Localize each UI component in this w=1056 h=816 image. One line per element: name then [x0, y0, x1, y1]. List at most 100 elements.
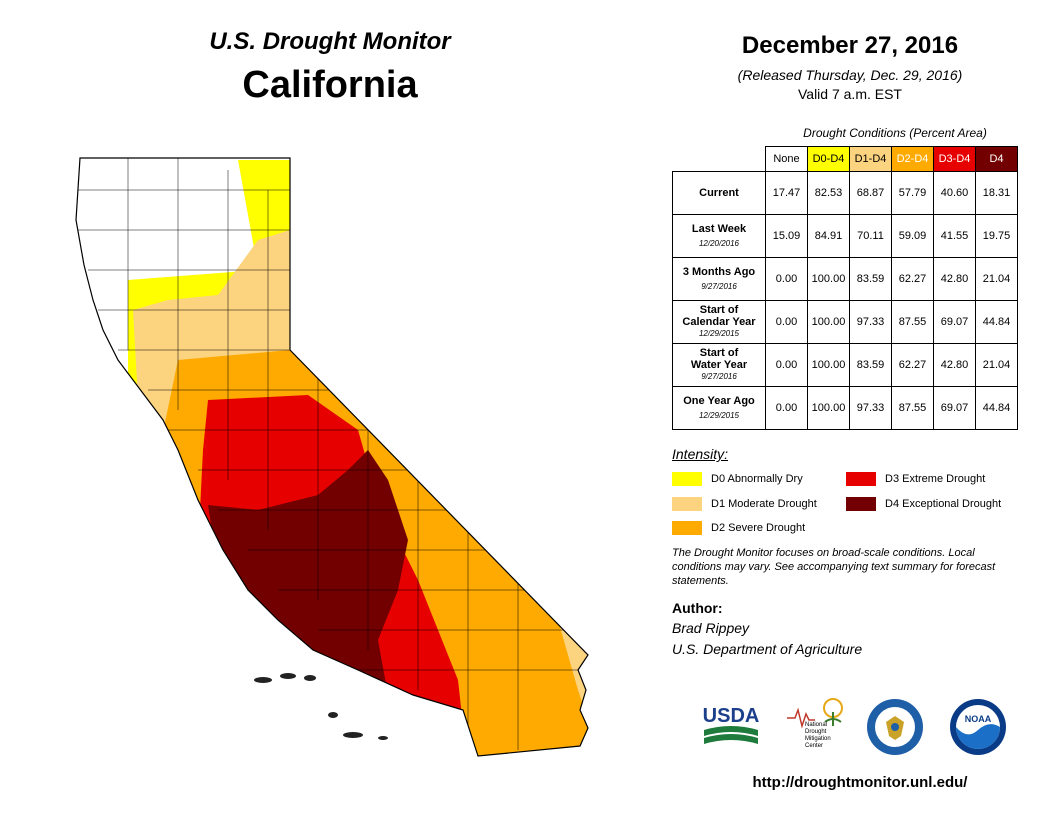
table-header-row: None D0-D4 D1-D4 D2-D4 D3-D4 D4 [673, 146, 1018, 172]
website-url[interactable]: http://droughtmonitor.unl.edu/ [752, 774, 968, 791]
usda-logo-text: USDA [703, 705, 760, 727]
author-heading: Author: [672, 600, 723, 616]
ndmc-line-4: Center [805, 743, 823, 749]
table-cell: 84.91 [807, 214, 850, 258]
row-date: 9/27/2016 [701, 372, 737, 381]
table-row: Start of Calendar Year 12/29/2015 0.00 100… [672, 300, 1018, 344]
drought-zones [76, 158, 588, 756]
author-name: Brad Rippey [672, 620, 750, 636]
legend-swatch [846, 472, 876, 486]
table-row: One Year Ago 12/29/2015 0.00 100.00 97.33… [672, 386, 1018, 430]
col-d2-d4: D2-D4 [891, 146, 934, 172]
valid-time: Valid 7 a.m. EST [797, 86, 902, 102]
table-cell: 97.33 [849, 386, 892, 430]
d4-zone [208, 450, 408, 695]
table-cell: 21.04 [975, 257, 1018, 301]
table-cell: 87.55 [891, 386, 934, 430]
ndmc-logo: National Drought Mitigation Center [787, 698, 843, 749]
disclaimer-note: The Drought Monitor focuses on broad-sca… [672, 547, 996, 587]
noaa-logo: NOAA [950, 699, 1006, 755]
table-cell: 19.75 [975, 214, 1018, 258]
row-title-2: Calendar Year [682, 316, 756, 328]
table-cell: 44.84 [975, 300, 1018, 344]
author-organization: U.S. Department of Agriculture [672, 641, 863, 657]
legend-item-d3: D3 Extreme Drought [846, 472, 985, 486]
table-cell: 97.33 [849, 300, 892, 344]
legend-label: D1 Moderate Drought [711, 498, 817, 510]
legend-swatch [846, 497, 876, 511]
table-cell: 70.11 [849, 214, 892, 258]
col-none: None [765, 146, 808, 172]
drought-map [75, 157, 589, 757]
monitor-title: U.S. Drought Monitor [209, 28, 451, 55]
ndmc-line-3: Mitigation [805, 736, 831, 742]
table-cell: 68.87 [849, 171, 892, 215]
table-cell: 0.00 [765, 300, 808, 344]
table-cell: 57.79 [891, 171, 934, 215]
table-cell: 100.00 [807, 257, 850, 301]
row-title: Start of [699, 304, 739, 316]
legend-label: D4 Exceptional Drought [885, 498, 1002, 510]
table-cell: 82.53 [807, 171, 850, 215]
conditions-caption: Drought Conditions (Percent Area) [803, 126, 987, 140]
table-cell: 62.27 [891, 257, 934, 301]
table-cell: 69.07 [933, 386, 976, 430]
table-row: Start of Water Year 9/27/2016 0.00 100.00 … [672, 343, 1018, 387]
row-label: One Year Ago 12/29/2015 [672, 386, 766, 430]
col-d4: D4 [975, 146, 1018, 172]
table-cell: 59.09 [891, 214, 934, 258]
legend-swatch [672, 521, 702, 535]
row-title: Start of [699, 347, 739, 359]
table-cell: 17.47 [765, 171, 808, 215]
table-cell: 21.04 [975, 343, 1018, 387]
row-label: Current [672, 171, 766, 215]
legend-item-d2: D2 Severe Drought [672, 521, 805, 535]
table-cell: 0.00 [765, 386, 808, 430]
state-outline [75, 157, 589, 757]
table-cell: 100.00 [807, 386, 850, 430]
row-title: Current [699, 187, 739, 199]
noaa-logo-text: NOAA [965, 714, 992, 724]
table-cell: 69.07 [933, 300, 976, 344]
row-title: One Year Ago [683, 394, 755, 407]
row-label: Start of Water Year 9/27/2016 [672, 343, 766, 387]
table-cell: 100.00 [807, 300, 850, 344]
ndmc-line-1: National [805, 722, 827, 728]
col-d1-d4: D1-D4 [849, 146, 892, 172]
col-d3-d4: D3-D4 [933, 146, 976, 172]
table-cell: 87.55 [891, 300, 934, 344]
row-label: Start of Calendar Year 12/29/2015 [672, 300, 766, 344]
islands [254, 673, 388, 740]
table-row: 3 Months Ago 9/27/2016 0.00 100.00 83.59 … [672, 257, 1018, 301]
table-cell: 0.00 [765, 343, 808, 387]
table-cell: 18.31 [975, 171, 1018, 215]
row-label: 3 Months Ago 9/27/2016 [672, 257, 766, 301]
legend-label: D0 Abnormally Dry [711, 473, 803, 485]
map-date: December 27, 2016 [741, 32, 959, 59]
table-cell: 62.27 [891, 343, 934, 387]
legend-label: D3 Extreme Drought [885, 473, 986, 485]
ndmc-line-2: Drought [805, 729, 827, 735]
row-date: 12/29/2015 [698, 329, 740, 338]
header-right: December 27, 2016 (Released Thursday, De… [650, 32, 1050, 102]
legend-swatch [672, 497, 702, 511]
col-d0-d4: D0-D4 [807, 146, 850, 172]
table-cell: 100.00 [807, 343, 850, 387]
row-date: 9/27/2016 [701, 281, 737, 291]
table-cell: 40.60 [933, 171, 976, 215]
usda-logo: USDA [703, 705, 760, 744]
table-cell: 42.80 [933, 343, 976, 387]
legend-item-d1: D1 Moderate Drought [672, 497, 817, 511]
table-cell: 83.59 [849, 257, 892, 301]
table-cell: 0.00 [765, 257, 808, 301]
row-title: Last Week [691, 222, 747, 235]
legend-item-d4: D4 Exceptional Drought [846, 497, 1001, 511]
row-label: Last Week 12/20/2016 [672, 214, 766, 258]
legend-swatch [672, 472, 702, 486]
legend-item-d0: D0 Abnormally Dry [672, 472, 803, 486]
table-corner [673, 147, 766, 172]
row-date: 12/29/2015 [698, 410, 740, 420]
table-cell: 15.09 [765, 214, 808, 258]
legend-title: Intensity: [672, 446, 729, 462]
release-date: (Released Thursday, Dec. 29, 2016) [737, 67, 963, 83]
